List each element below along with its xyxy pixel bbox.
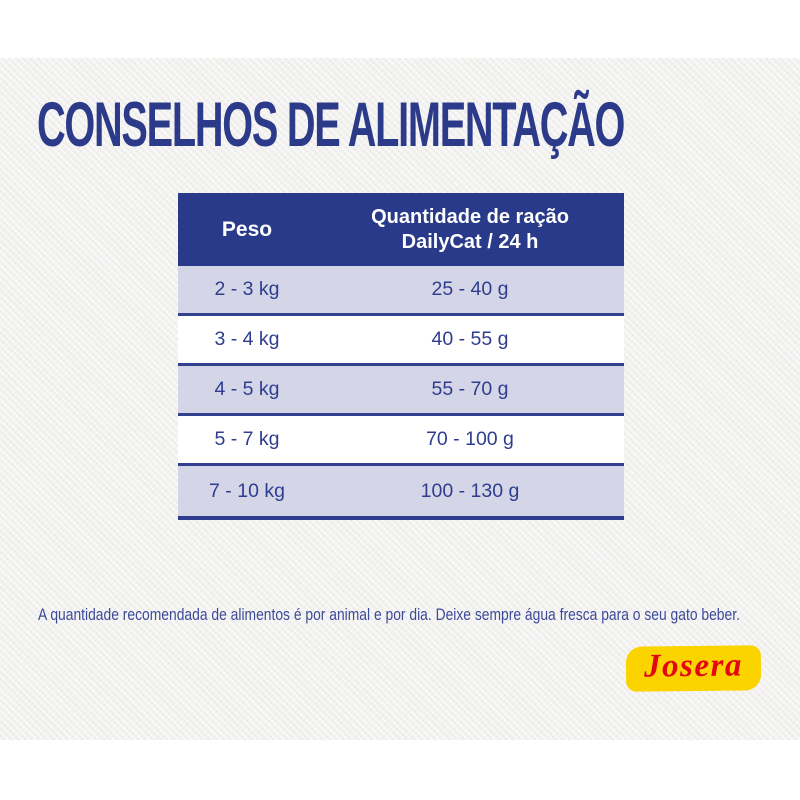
table-header-row: Peso Quantidade de ração DailyCat / 24 h	[178, 193, 624, 266]
column-header-amount-line2: DailyCat / 24 h	[401, 230, 539, 253]
josera-logo: Josera	[625, 645, 762, 692]
column-header-weight: Peso	[221, 217, 273, 241]
cell-amount: 55 - 70 g	[431, 378, 509, 400]
feeding-footnote: A quantidade recomendada de alimentos é …	[38, 606, 740, 624]
josera-logo-text: Josera	[643, 647, 744, 685]
cell-weight: 4 - 5 kg	[214, 378, 280, 400]
table-row: 3 - 4 kg 40 - 55 g	[178, 316, 624, 366]
cell-amount: 100 - 130 g	[420, 479, 520, 502]
table-row: 7 - 10 kg 100 - 130 g	[178, 466, 624, 516]
cell-weight: 3 - 4 kg	[214, 328, 280, 350]
page-title: CONSELHOS DE ALIMENTAÇÃO	[37, 90, 625, 160]
feeding-guide-table: Peso Quantidade de ração DailyCat / 24 h…	[178, 193, 624, 520]
cell-weight: 2 - 3 kg	[214, 278, 280, 300]
cell-amount: 25 - 40 g	[431, 278, 509, 300]
column-header-amount-line1: Quantidade de ração	[371, 206, 569, 229]
table-body: 2 - 3 kg 25 - 40 g 3 - 4 kg 40 - 55 g 4 …	[178, 266, 624, 520]
table-row: 2 - 3 kg 25 - 40 g	[178, 266, 624, 316]
table-row: 5 - 7 kg 70 - 100 g	[178, 416, 624, 466]
cell-weight: 5 - 7 kg	[214, 428, 280, 450]
column-header-amount: Quantidade de ração DailyCat / 24 h	[316, 193, 624, 266]
table-row: 4 - 5 kg 55 - 70 g	[178, 366, 624, 416]
cell-amount: 70 - 100 g	[426, 428, 514, 450]
cell-amount: 40 - 55 g	[431, 328, 509, 350]
cell-weight: 7 - 10 kg	[209, 479, 285, 502]
